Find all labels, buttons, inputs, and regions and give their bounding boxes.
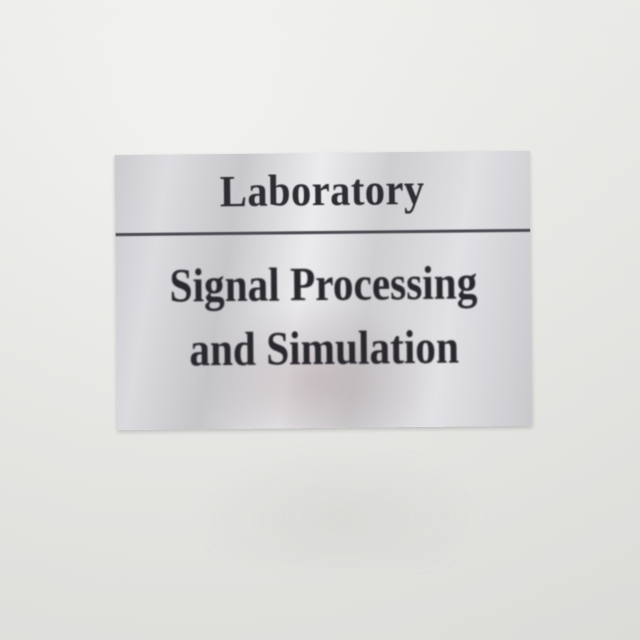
plaque-header: Laboratory bbox=[115, 163, 531, 231]
plaque-title-line-1: Signal Processing bbox=[169, 256, 478, 313]
plaque-title-line-2: and Simulation bbox=[189, 320, 460, 377]
wall-smudge bbox=[190, 445, 490, 565]
plaque-title: Signal Processing and Simulation bbox=[116, 251, 532, 383]
plaque-header-text: Laboratory bbox=[219, 164, 426, 217]
door-plaque: Laboratory Signal Processing and Simulat… bbox=[114, 150, 533, 431]
